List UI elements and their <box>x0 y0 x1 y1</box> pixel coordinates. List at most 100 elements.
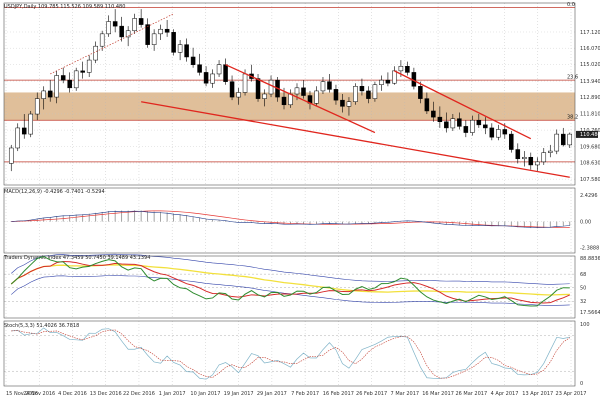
time-axis-label: 29 Jan 2017 <box>257 391 287 397</box>
panel-frame-tdi <box>3 255 576 319</box>
trendline <box>225 64 376 134</box>
price-panel[interactable]: USDJPY,Daily 109.785 115.526 109.589 110… <box>4 2 578 185</box>
candle <box>99 30 105 51</box>
bearish-candle-body <box>281 96 287 106</box>
bullish-candle-body <box>210 73 215 84</box>
candle <box>262 89 267 107</box>
candle <box>314 86 319 107</box>
candle <box>489 123 495 141</box>
bullish-candle-body <box>99 33 105 47</box>
macd-main-line <box>11 210 570 228</box>
symbol-header: USDJPY,Daily 109.785 115.526 109.589 110… <box>4 4 125 10</box>
candle <box>210 69 215 88</box>
price-tick-label: 113.940 <box>580 79 600 85</box>
tdi-grid <box>4 256 575 318</box>
candle <box>359 78 365 96</box>
candle <box>554 129 560 155</box>
fib-level-label: 23.6 <box>567 75 578 81</box>
candle <box>236 87 241 105</box>
bullish-candle-body <box>567 133 573 146</box>
bullish-candle-body <box>392 70 397 84</box>
bullish-candle-body <box>262 93 267 99</box>
macd-label: MACD(12,26,9) -0.4296 -0.7401 -0.5294 <box>4 189 105 195</box>
candle <box>366 86 371 104</box>
candle <box>47 80 53 102</box>
price-tick-label: 109.680 <box>580 145 600 151</box>
bearish-candle-body <box>145 24 150 45</box>
tdi-signal-line <box>10 260 570 304</box>
bullish-candle-body <box>522 156 527 160</box>
bearish-candle-body <box>138 18 144 25</box>
bullish-candle-body <box>15 127 21 149</box>
bearish-candle-body <box>528 156 534 166</box>
price-tick-label: 117.120 <box>580 30 600 36</box>
bullish-candle-body <box>548 150 553 153</box>
candle <box>86 55 92 78</box>
tdi-tick-label: 17.5664 <box>580 310 600 316</box>
candle <box>171 29 176 56</box>
candle <box>151 29 157 51</box>
bearish-candle-body <box>21 127 27 135</box>
candle <box>522 151 527 167</box>
bearish-candle-body <box>327 81 332 90</box>
bullish-candle-body <box>86 59 92 73</box>
bearish-candle-body <box>476 119 482 126</box>
panel-frame-stoch <box>3 320 576 387</box>
fib-level-label: 0.0 <box>567 2 575 8</box>
stoch-tick-label: 0 <box>580 381 583 387</box>
bullish-candle-body <box>8 147 14 164</box>
bullish-candle-body <box>242 73 248 93</box>
candle <box>67 72 72 93</box>
bearish-candle-body <box>424 98 430 112</box>
current-price-label: 110.480 <box>580 132 600 138</box>
stochastic-panel[interactable]: Stoch(5,3,3) 51.4026 36.7818 <box>4 321 575 386</box>
candle <box>106 15 111 37</box>
candle <box>353 83 358 105</box>
fib-level-label: 38.2 <box>567 115 578 121</box>
bearish-candle-body <box>255 78 261 99</box>
candle <box>541 147 547 165</box>
time-axis-label: 13 Apr 2017 <box>522 391 553 397</box>
candle <box>177 40 183 61</box>
trendline <box>141 101 570 178</box>
macd-series <box>11 210 571 229</box>
candle <box>132 13 137 34</box>
bullish-candle-body <box>554 133 560 152</box>
candle <box>145 18 150 48</box>
candle <box>463 120 469 138</box>
bullish-candle-body <box>268 79 274 95</box>
bearish-candle-body <box>203 72 209 84</box>
candle <box>54 70 59 104</box>
macd-tick-label: 0.00 <box>580 219 591 225</box>
trendlines[interactable] <box>50 13 570 178</box>
candle <box>405 61 410 76</box>
bullish-candle-body <box>320 81 326 92</box>
time-axis-label: 4 Apr 2017 <box>491 391 519 397</box>
tdi-upper-band <box>11 253 570 285</box>
time-axis-label: 16 Mar 2017 <box>422 391 454 397</box>
bearish-candle-body <box>489 127 495 138</box>
time-axis-label: 15 Nov 2016 <box>6 391 38 397</box>
time-axis-label: 23 Apr 2017 <box>556 391 587 397</box>
candle <box>496 124 501 141</box>
bearish-candle-body <box>463 126 469 133</box>
price-tick-label: 115.020 <box>580 62 600 68</box>
trendline <box>394 70 532 140</box>
candle <box>60 67 66 84</box>
bullish-candle-body <box>34 98 40 115</box>
time-axis-label: 26 Feb 2017 <box>356 391 387 397</box>
tdi-tick-label: 68 <box>580 272 586 278</box>
macd-panel[interactable]: MACD(12,26,9) -0.4296 -0.7401 -0.5294 <box>4 188 575 253</box>
price-tick-label: 107.580 <box>580 177 600 183</box>
tdi-panel[interactable]: Traders Dynamic Index 47.3459 50.7450 39… <box>3 253 575 318</box>
bearish-candle-body <box>119 25 124 38</box>
candle <box>190 47 196 68</box>
candle <box>203 66 209 87</box>
tdi-price-line <box>10 255 570 307</box>
candle <box>112 9 118 33</box>
bearish-candle-body <box>515 149 521 160</box>
bearish-candle-body <box>80 70 85 73</box>
